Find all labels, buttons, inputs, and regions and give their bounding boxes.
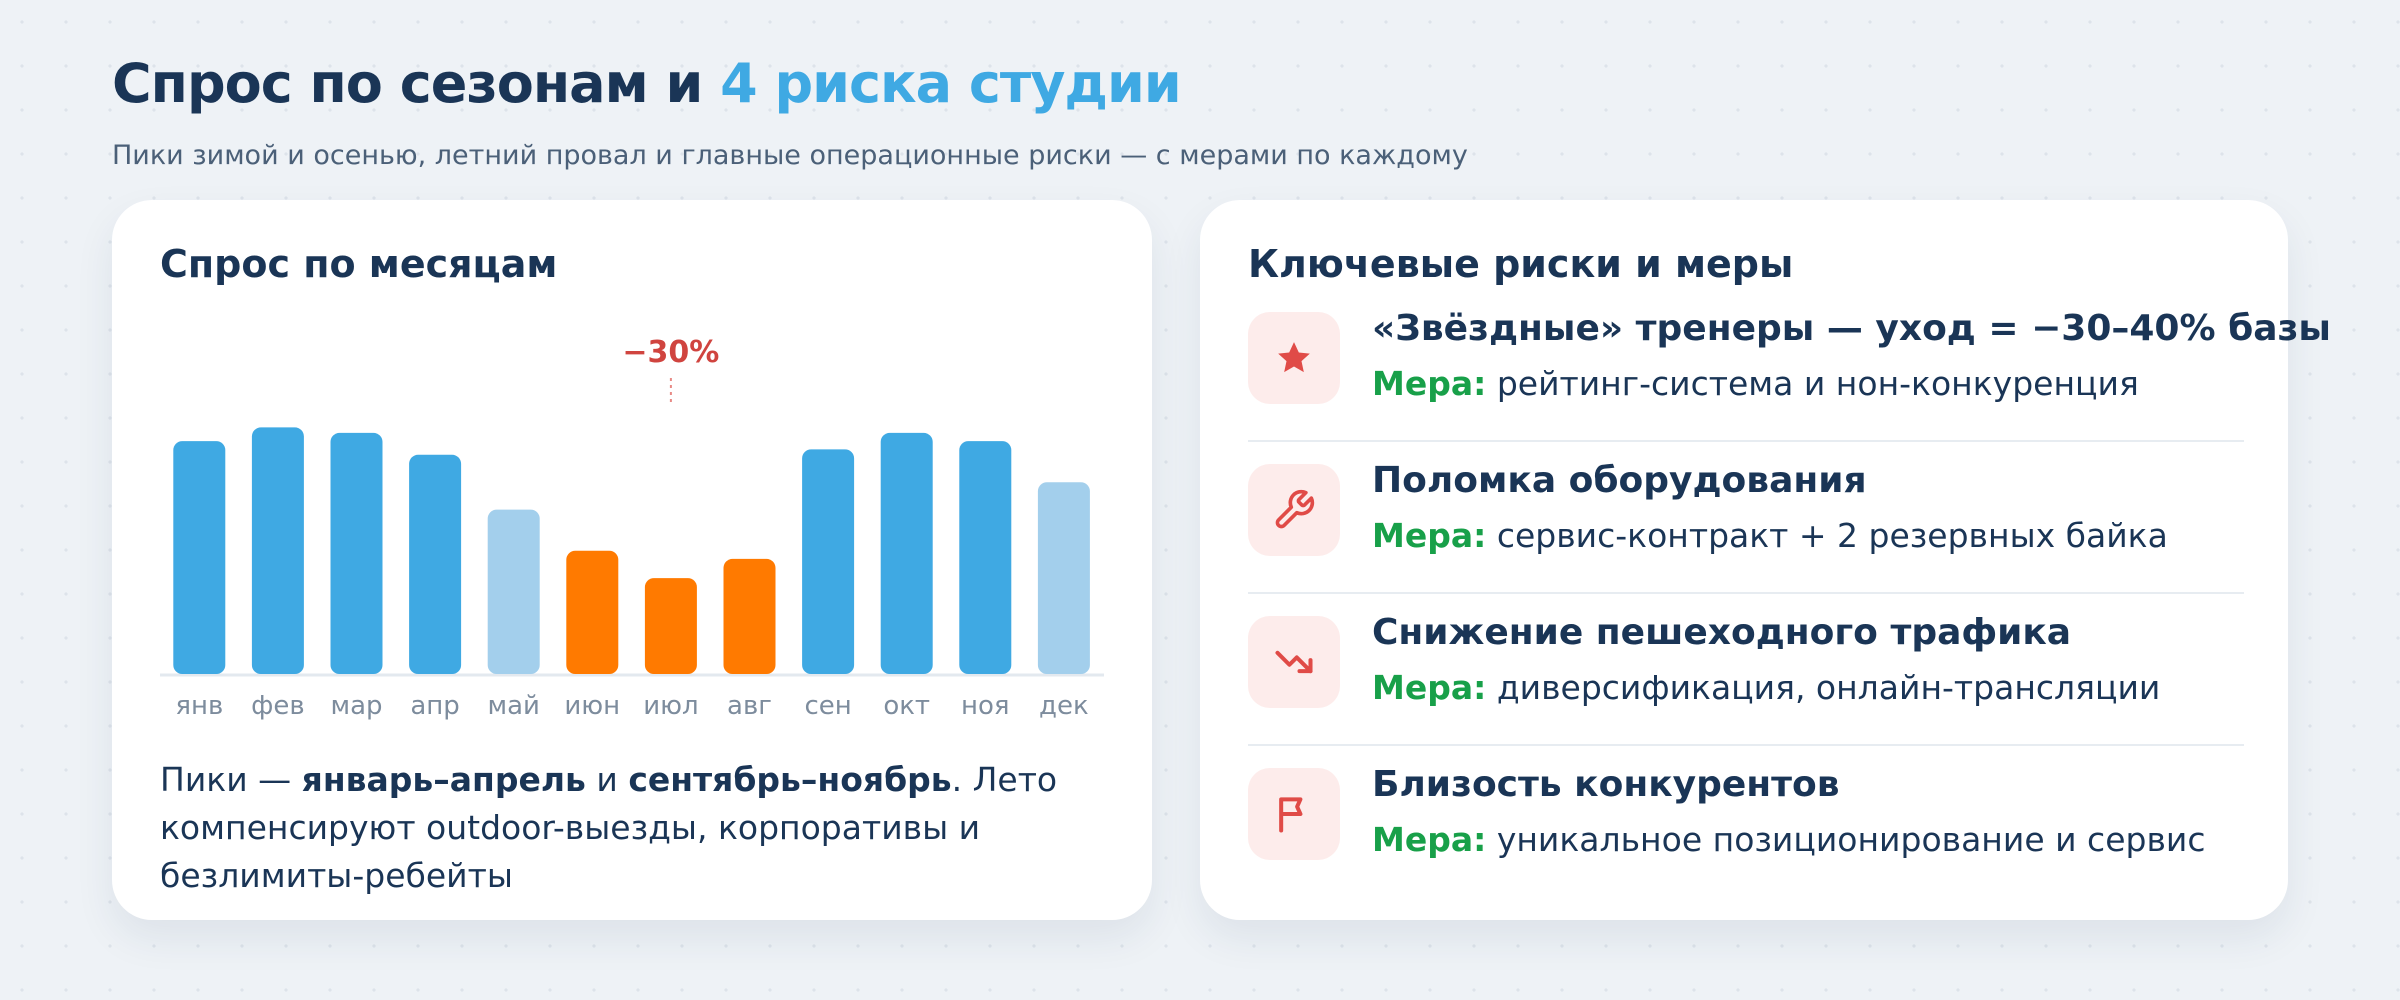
risk-item-competitors: Близость конкурентов Мера: уникальное по…: [1248, 764, 2244, 920]
risk-title: Близость конкурентов: [1372, 764, 1840, 805]
bar-дек: [1037, 482, 1090, 674]
note-peak-autumn: сентябрь–ноябрь: [628, 760, 952, 799]
x-tick-label: ноя: [961, 691, 1010, 721]
page-title: Спрос по сезонам и 4 риска студии: [112, 52, 1182, 115]
risk-item-equipment: Поломка оборудования Мера: сервис-контра…: [1248, 460, 2244, 616]
measure-label: Мера:: [1372, 820, 1487, 859]
dip-annotation-label: −30%: [622, 335, 719, 370]
demand-note: Пики — январь–апрель и сентябрь–ноябрь. …: [160, 756, 1060, 900]
bar-мар: [330, 432, 383, 674]
page-subtitle: Пики зимой и осенью, летний провал и гла…: [112, 140, 1468, 171]
measure-label: Мера:: [1372, 668, 1487, 707]
bar-июл: [644, 578, 697, 674]
note-suffix: . Лето компенсируют outdoor-выезды, корп…: [160, 760, 1058, 895]
page-title-accent: 4 риска студии: [720, 52, 1182, 115]
demand-card-title: Спрос по месяцам: [160, 242, 558, 286]
note-mid: и: [585, 760, 629, 799]
x-tick-label: мар: [330, 691, 382, 721]
bar-июн: [566, 550, 619, 674]
risk-divider: [1248, 744, 2244, 746]
x-tick-label: янв: [175, 691, 223, 721]
measure-text: сервис-контракт + 2 резервных байка: [1496, 516, 2168, 555]
risks-card-title: Ключевые риски и меры: [1248, 242, 1794, 286]
x-tick-label: окт: [883, 691, 930, 721]
x-tick-label: апр: [410, 691, 459, 721]
demand-bar-chart: янв фев мар апр май июн июл авг сен окт ноя дек −30%: [160, 335, 1104, 721]
bar-апр: [409, 454, 462, 674]
risk-title: Поломка оборудования: [1372, 460, 1867, 501]
measure-label: Мера:: [1372, 516, 1487, 555]
risk-measure: Мера: уникальное позиционирование и серв…: [1372, 820, 2206, 859]
x-tick-label: дек: [1039, 691, 1089, 721]
x-tick-label: июн: [564, 691, 620, 721]
bar-окт: [880, 432, 933, 674]
trend-down-icon: [1248, 616, 1340, 708]
risk-measure: Мера: рейтинг-система и нон-конкуренция: [1372, 364, 2139, 403]
risks-card: Ключевые риски и меры «Звёздные» тренеры…: [1200, 200, 2331, 920]
bar-май: [487, 509, 540, 674]
x-tick-label: авг: [727, 691, 772, 721]
note-peak-winter: январь–апрель: [301, 760, 586, 799]
x-tick-label: июл: [643, 691, 698, 721]
risk-item-foot-traffic: Снижение пешеходного трафика Мера: дивер…: [1248, 612, 2244, 768]
x-tick-label: фев: [251, 691, 305, 721]
wrench-icon: [1248, 464, 1340, 556]
measure-label: Мера:: [1372, 364, 1487, 403]
bar-ноя: [959, 441, 1012, 674]
risk-measure: Мера: диверсификация, онлайн-трансляции: [1372, 668, 2160, 707]
measure-text: диверсификация, онлайн-трансляции: [1496, 668, 2161, 707]
measure-text: уникальное позиционирование и сервис: [1496, 820, 2206, 859]
flag-icon: [1248, 768, 1340, 860]
page-title-main: Спрос по сезонам и: [112, 52, 721, 115]
measure-text: рейтинг-система и нон-конкуренция: [1496, 364, 2139, 403]
x-tick-label: май: [487, 691, 539, 721]
bar-янв: [173, 441, 226, 674]
risk-title: Снижение пешеходного трафика: [1372, 612, 2072, 653]
bar-сен: [802, 449, 855, 674]
note-prefix: Пики —: [160, 760, 302, 799]
risk-item-star-trainers: «Звёздные» тренеры — уход = −30–40% базы…: [1248, 308, 2331, 464]
x-tick-label: сен: [804, 691, 851, 721]
bar-фев: [251, 427, 304, 674]
bar-авг: [723, 558, 776, 674]
star-icon: [1248, 312, 1340, 404]
risk-title: «Звёздные» тренеры — уход = −30–40% базы: [1372, 308, 2331, 349]
risk-measure: Мера: сервис-контракт + 2 резервных байк…: [1372, 516, 2168, 555]
demand-card: Спрос по месяцам янв фев мар апр май июн июл ав…: [112, 200, 1152, 920]
risk-divider: [1248, 440, 2244, 442]
risk-divider: [1248, 592, 2244, 594]
